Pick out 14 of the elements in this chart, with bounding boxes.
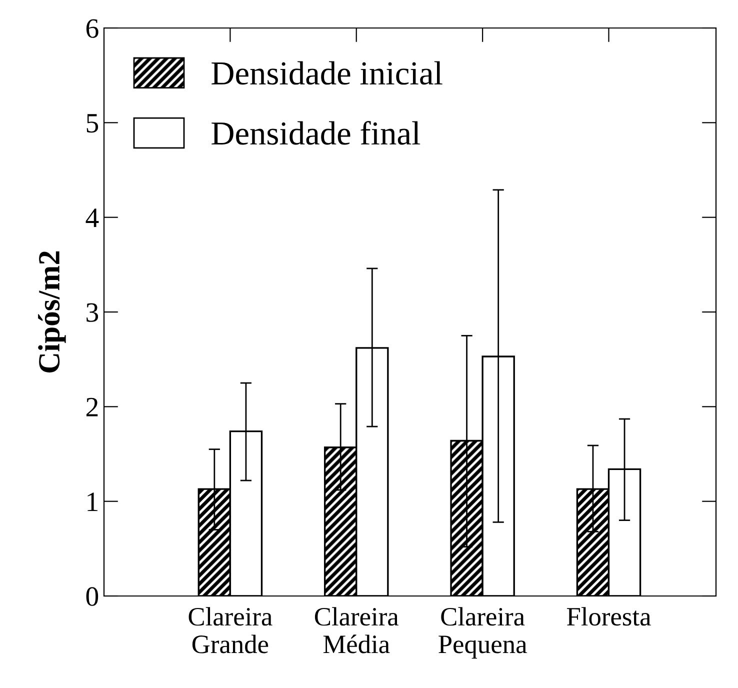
y-tick-label: 2: [86, 398, 98, 416]
y-tick-label: 6: [86, 19, 98, 38]
x-tick-label: Clareira Média: [314, 607, 398, 654]
y-axis-title: Cipós/m2: [38, 251, 66, 372]
y-tick-label: 4: [86, 208, 99, 227]
x-tick-label: Clareira Pequena: [438, 607, 527, 659]
x-tick-label: Floresta: [566, 607, 651, 626]
legend-label: Densidade inicial: [212, 61, 442, 85]
y-tick-label: 0: [86, 587, 98, 606]
legend-label: Densidade final: [212, 120, 420, 145]
y-tick-label: 5: [86, 114, 98, 133]
x-tick-label: Clareira Grande: [188, 607, 272, 654]
y-tick-label: 3: [86, 303, 98, 322]
y-tick-label: 1: [88, 492, 98, 511]
